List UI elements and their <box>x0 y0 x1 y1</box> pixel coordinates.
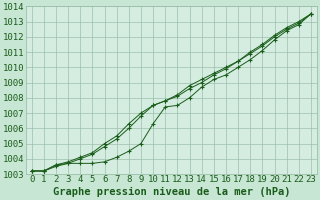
X-axis label: Graphe pression niveau de la mer (hPa): Graphe pression niveau de la mer (hPa) <box>52 187 290 197</box>
